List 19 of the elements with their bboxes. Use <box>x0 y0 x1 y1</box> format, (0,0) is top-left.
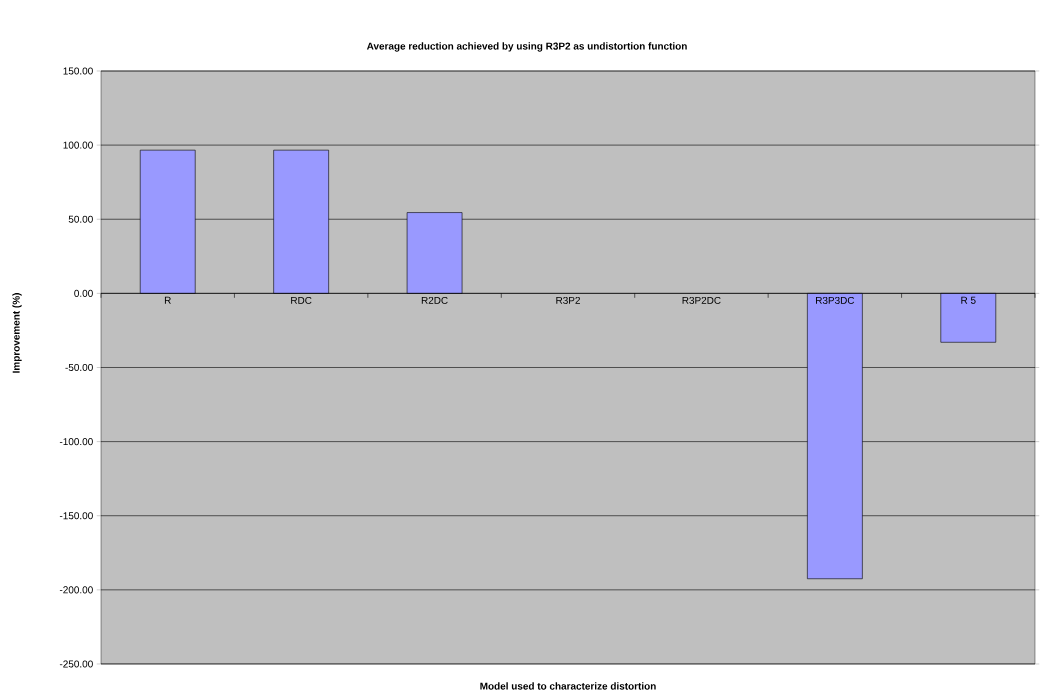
x-tick-label: R 5 <box>961 296 976 304</box>
y-axis-title: Improvement (%) <box>12 293 22 373</box>
x-tick-label: RDC <box>291 296 312 304</box>
x-tick-label: R2DC <box>421 296 448 304</box>
x-tick-label: R3P2 <box>556 296 580 304</box>
x-tick-label: R3P2DC <box>682 296 721 304</box>
y-tick-label: -100.00 <box>59 438 93 446</box>
x-tick-label: R3P3DC <box>816 296 855 304</box>
y-tick-label: -150.00 <box>59 512 93 520</box>
chart-title: Average reduction achieved by using R3P2 as undistortion function <box>366 42 687 52</box>
y-tick-label: -50.00 <box>65 363 93 372</box>
x-axis-title: Model used to characterize distortion <box>480 682 656 690</box>
y-tick-label: 0.00 <box>74 289 93 297</box>
y-tick-label: -250.00 <box>59 660 93 668</box>
y-tick-label: -200.00 <box>59 586 93 594</box>
y-tick-label: 50.00 <box>68 215 93 223</box>
x-tick-label: R <box>164 296 171 304</box>
y-tick-label: 100.00 <box>63 141 93 149</box>
y-tick-label: 150.00 <box>63 67 93 75</box>
